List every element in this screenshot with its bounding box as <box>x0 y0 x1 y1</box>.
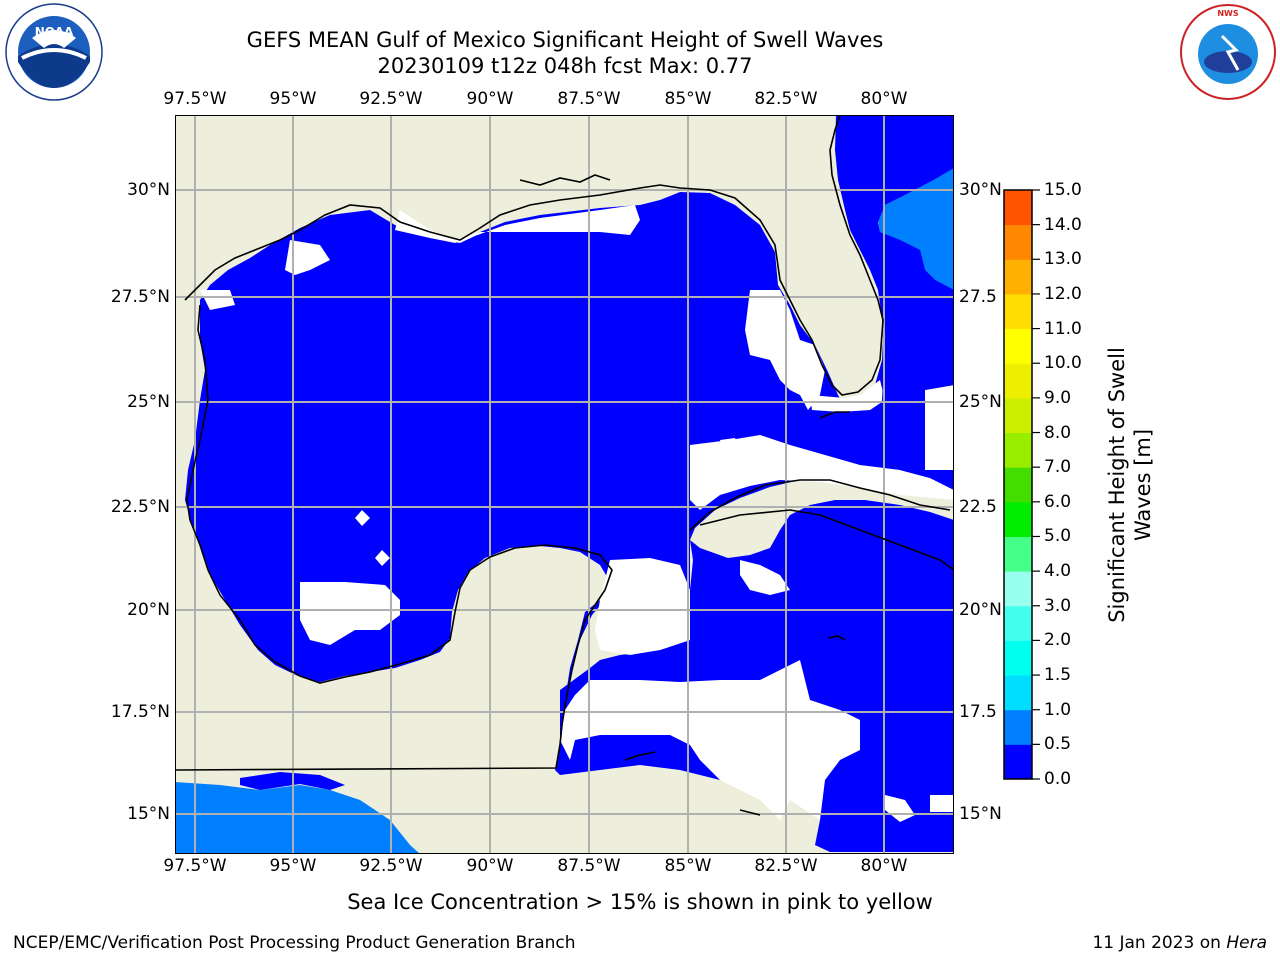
colorbar-segment <box>1004 467 1032 503</box>
lat-tick-label: 20°N <box>959 600 1002 620</box>
coastline <box>175 115 954 816</box>
lat-tick-label: 27.5°N <box>110 287 170 307</box>
lon-tick-label: 90°W <box>466 856 514 876</box>
colorbar-segment <box>1004 605 1032 641</box>
colorbar-segment <box>1004 190 1032 226</box>
lat-tick-label: 22.5 <box>959 497 997 517</box>
lat-tick-label: 15°N <box>127 804 170 824</box>
chart-title: GEFS MEAN Gulf of Mexico Significant Hei… <box>246 28 884 52</box>
lon-tick-label: 92.5°W <box>359 856 423 876</box>
colorbar-tick-label: 10.0 <box>1044 353 1082 374</box>
colorbar-tick-label: 13.0 <box>1044 249 1082 270</box>
colorbar-segment <box>1004 571 1032 607</box>
lat-tick-label: 27.5 <box>959 287 997 307</box>
lat-tick-label: 30°N <box>127 180 170 200</box>
lon-tick-label: 97.5°W <box>163 856 227 876</box>
lon-tick-label: 90°W <box>466 89 514 109</box>
lon-tick-label: 97.5°W <box>163 89 227 109</box>
colorbar-frame <box>1003 189 1033 780</box>
colorbar-label: Significant Height of Swell Waves [m] <box>1105 347 1155 623</box>
atlantic-water <box>835 115 954 490</box>
colorbar-tick-label: 1.0 <box>1044 699 1072 720</box>
lat-tick-label: 30°N <box>959 180 1002 200</box>
lat-tick-label: 20°N <box>127 600 170 620</box>
svg-text:NWS: NWS <box>1217 9 1239 18</box>
colorbar-tick-label: 1.5 <box>1044 665 1072 686</box>
sea-ice-footnote: Sea Ice Concentration > 15% is shown in … <box>347 890 933 914</box>
lon-tick-label: 87.5°W <box>557 856 621 876</box>
colorbar-tick-label: 11.0 <box>1044 318 1082 339</box>
colorbar-segment <box>1004 363 1032 399</box>
colorbar-tick-label: 9.0 <box>1044 387 1072 408</box>
map-area <box>175 115 954 854</box>
colorbar-segment <box>1004 536 1032 572</box>
run-date: 11 Jan 2023 on Hera <box>1092 933 1267 953</box>
lon-tick-label: 85°W <box>664 89 712 109</box>
colorbar-segment <box>1004 501 1032 537</box>
colorbar-tick-label: 14.0 <box>1044 214 1082 235</box>
colorbar-segment <box>1004 709 1032 745</box>
lon-tick-label: 85°W <box>664 856 712 876</box>
colorbar-tick-label: 7.0 <box>1044 457 1072 478</box>
colorbar-segment <box>1004 328 1032 364</box>
colorbar-tick-label: 0.5 <box>1044 734 1072 755</box>
colorbar-tick-label: 6.0 <box>1044 491 1072 512</box>
svg-text:NOAA: NOAA <box>35 25 74 39</box>
lon-tick-label: 80°W <box>860 89 908 109</box>
lon-tick-label: 95°W <box>269 856 317 876</box>
chart-subtitle: 20230109 t12z 048h fcst Max: 0.77 <box>377 54 753 78</box>
colorbar-segment <box>1004 640 1032 676</box>
colorbar-tick-label: 15.0 <box>1044 180 1082 200</box>
colorbar-segment <box>1004 224 1032 260</box>
nws-logo: NWS <box>1178 2 1278 106</box>
colorbar-tick-label: 5.0 <box>1044 526 1072 547</box>
colorbar-tick-label: 2.0 <box>1044 630 1072 651</box>
colorbar-tick-label: 4.0 <box>1044 561 1072 582</box>
colorbar-tick-label: 8.0 <box>1044 422 1072 443</box>
lon-tick-label: 82.5°W <box>754 856 818 876</box>
credit-text: NCEP/EMC/Verification Post Processing Pr… <box>13 933 576 953</box>
lon-tick-label: 95°W <box>269 89 317 109</box>
lon-tick-label: 82.5°W <box>754 89 818 109</box>
lon-tick-label: 87.5°W <box>557 89 621 109</box>
colorbar-segment <box>1004 432 1032 468</box>
lat-tick-label: 25°N <box>959 392 1002 412</box>
lat-tick-label: 25°N <box>127 392 170 412</box>
colorbar-segment <box>1004 744 1032 780</box>
colorbar-tick-label: 3.0 <box>1044 595 1072 616</box>
lon-tick-label: 80°W <box>860 856 908 876</box>
colorbar-tick-label: 0.0 <box>1044 769 1072 789</box>
colorbar-segment <box>1004 259 1032 295</box>
lat-tick-label: 22.5°N <box>110 497 170 517</box>
swell-0.5-1.0-atlantic <box>878 165 954 290</box>
lon-tick-label: 92.5°W <box>359 89 423 109</box>
colorbar-segment <box>1004 397 1032 434</box>
colorbar-segment <box>1004 293 1032 330</box>
lat-tick-label: 15°N <box>959 804 1002 824</box>
colorbar-tick-label: 12.0 <box>1044 283 1082 304</box>
lat-tick-label: 17.5°N <box>110 702 170 722</box>
swell-0.5-1.0-pacific <box>175 782 420 854</box>
noaa-logo: NOAA <box>4 2 104 106</box>
colorbar-segment <box>1004 675 1032 711</box>
colorbar <box>1003 189 1040 780</box>
lat-tick-label: 17.5 <box>959 702 997 722</box>
